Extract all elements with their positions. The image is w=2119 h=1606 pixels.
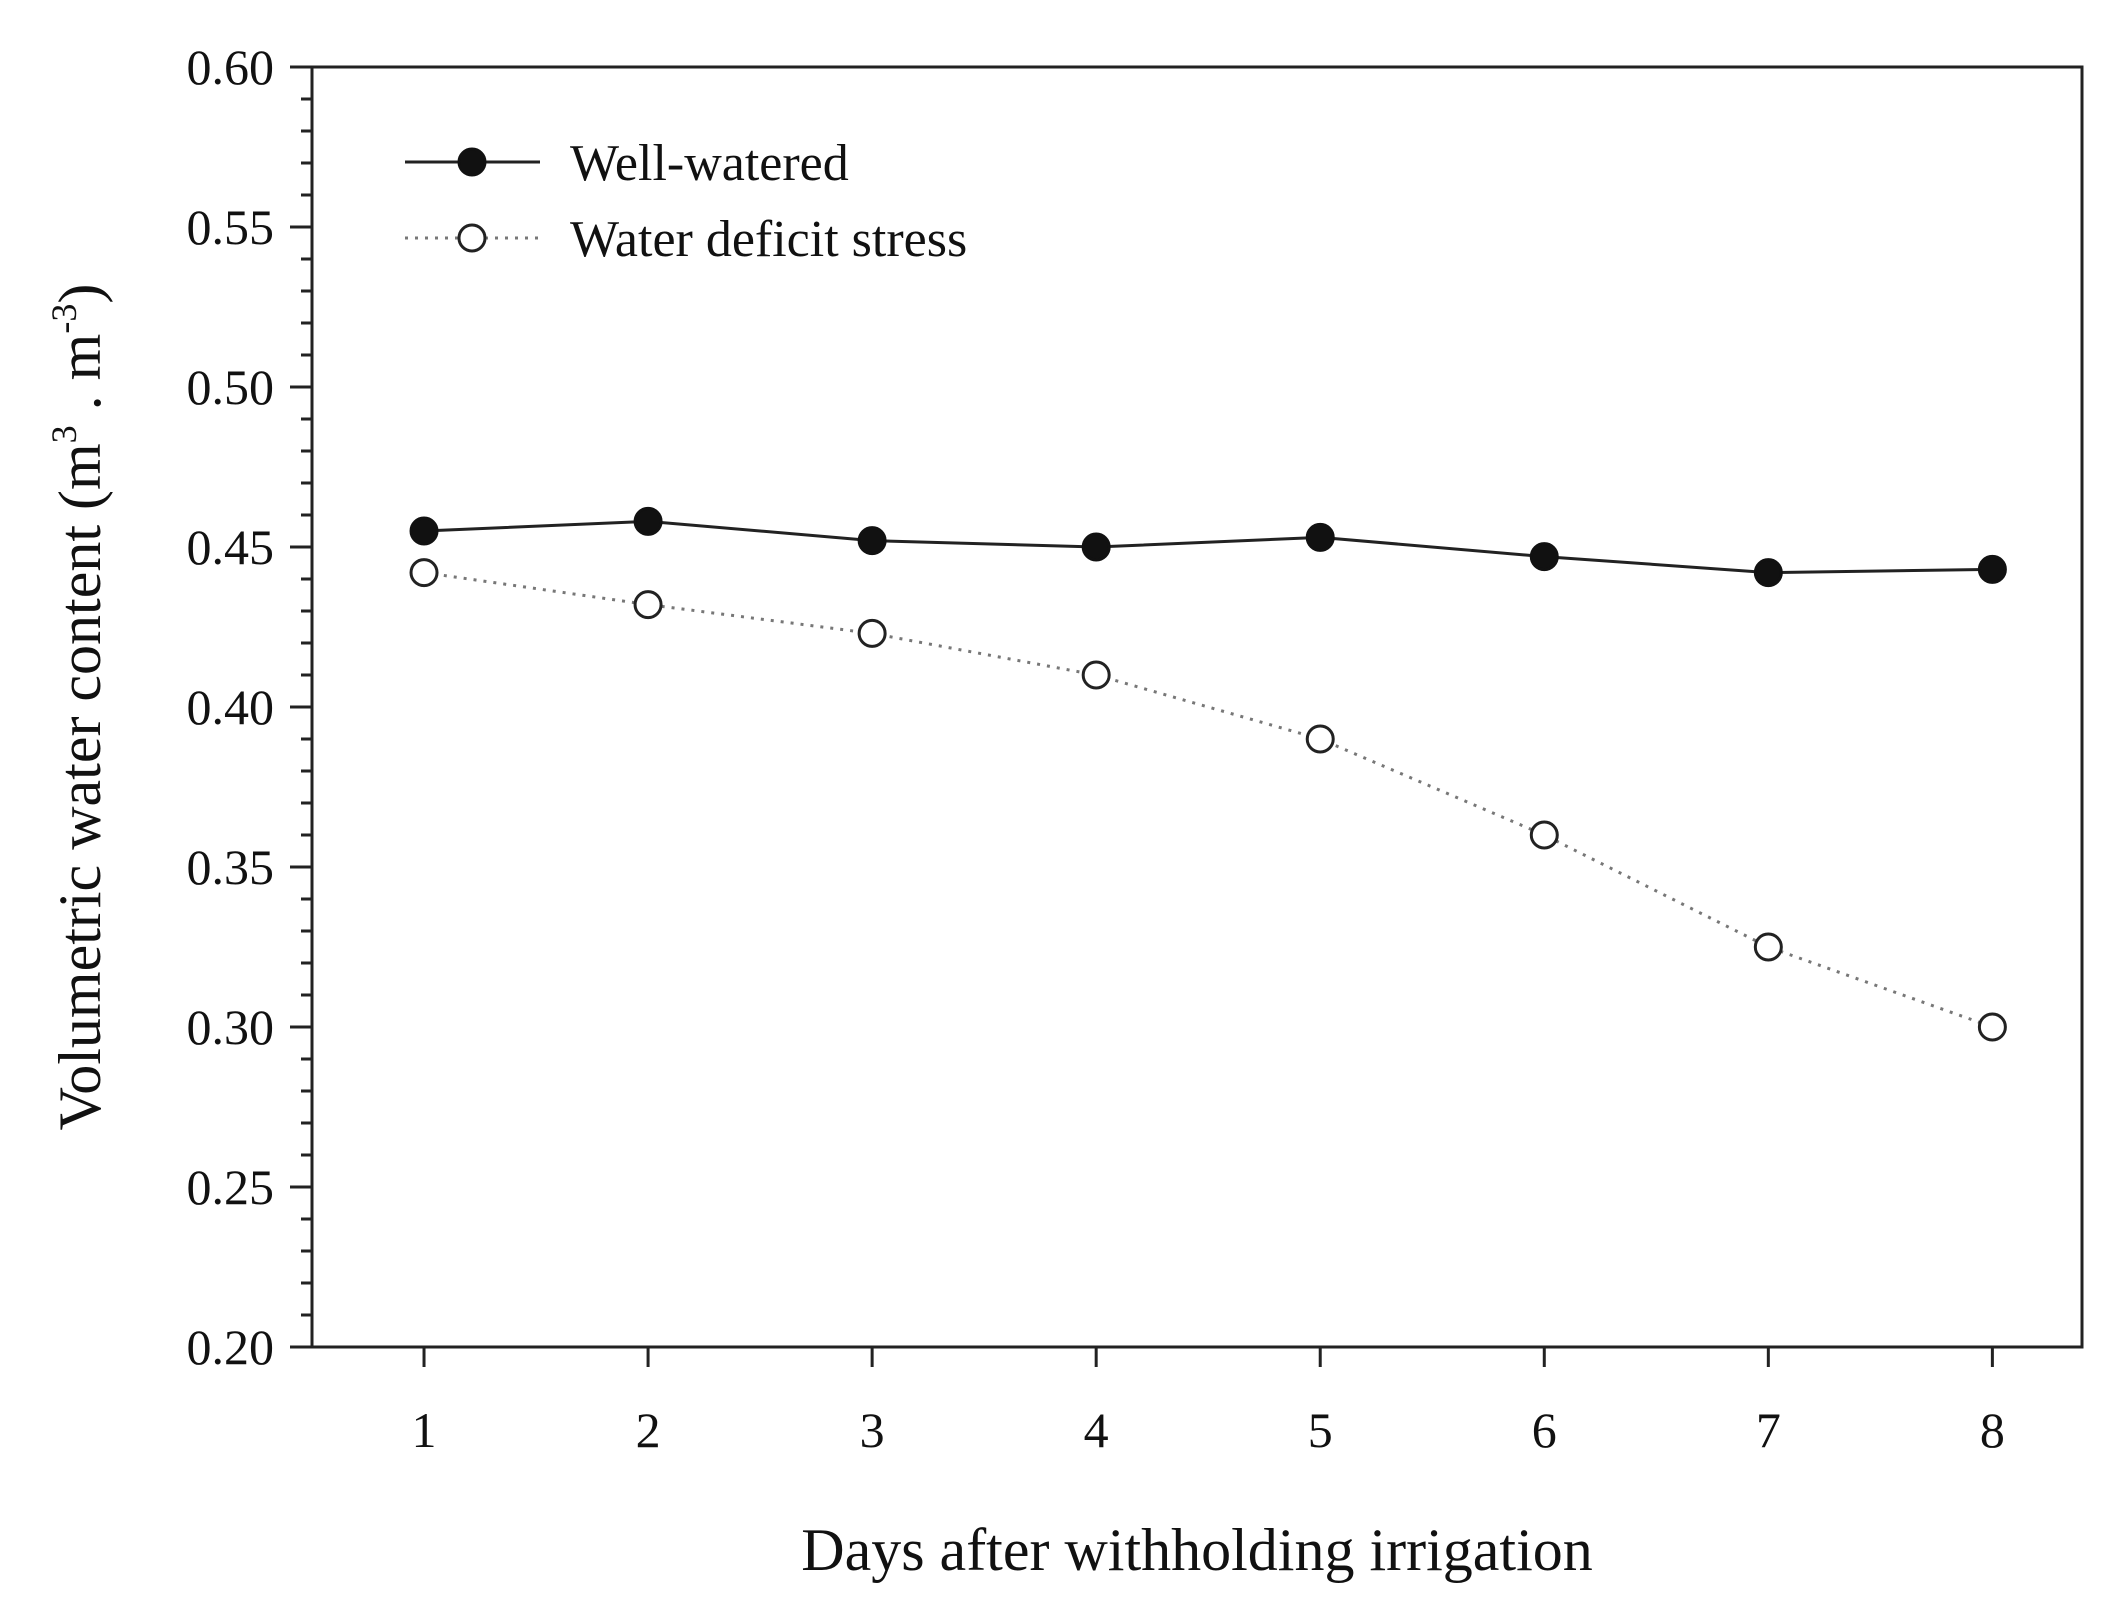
y-tick-label: 0.55 bbox=[187, 199, 275, 255]
y-tick-label: 0.25 bbox=[187, 1159, 275, 1215]
data-point-well-watered bbox=[633, 506, 663, 536]
data-point-well-watered bbox=[1305, 522, 1335, 552]
x-tick-label: 3 bbox=[860, 1402, 885, 1458]
data-point-water-deficit-stress bbox=[1529, 820, 1559, 850]
y-tick-label: 0.45 bbox=[187, 519, 275, 575]
y-axis: 0.20 0.25 0.30 0.35 0.40 0.45 0.50 0.55 0.60 bbox=[187, 39, 312, 1375]
y-tick-label: 0.35 bbox=[187, 839, 275, 895]
y-axis-title: Volumetric water content (m3 . m-3) bbox=[44, 284, 113, 1131]
legend-marker-water-deficit bbox=[457, 223, 487, 253]
data-point-well-watered bbox=[409, 516, 439, 546]
data-point-well-watered bbox=[857, 526, 887, 556]
data-point-water-deficit-stress bbox=[1305, 724, 1335, 754]
data-point-well-watered bbox=[1081, 532, 1111, 562]
data-point-water-deficit-stress bbox=[1753, 932, 1783, 962]
legend-label-well-watered: Well-watered bbox=[570, 135, 849, 192]
x-tick-label: 7 bbox=[1756, 1402, 1781, 1458]
x-axis: 1 2 3 4 5 6 7 8 bbox=[412, 1347, 2005, 1458]
data-point-water-deficit-stress bbox=[857, 618, 887, 648]
x-tick-label: 6 bbox=[1532, 1402, 1557, 1458]
legend: Well-watered Water deficit stress bbox=[405, 135, 967, 268]
data-point-well-watered bbox=[1977, 554, 2007, 584]
x-axis-title: Days after withholding irrigation bbox=[801, 1517, 1592, 1583]
legend-marker-well-watered bbox=[457, 147, 487, 177]
x-tick-label: 2 bbox=[636, 1402, 661, 1458]
series-line-well-watered bbox=[423, 519, 1993, 575]
data-point-water-deficit-stress bbox=[1081, 660, 1111, 690]
y-tick-label: 0.60 bbox=[187, 39, 275, 95]
data-point-well-watered bbox=[1753, 558, 1783, 588]
data-point-well-watered bbox=[1529, 542, 1559, 572]
series-line-water-deficit-stress bbox=[423, 571, 1993, 1029]
y-tick-label: 0.50 bbox=[187, 359, 275, 415]
series-layer bbox=[409, 506, 2007, 1042]
x-tick-label: 8 bbox=[1980, 1402, 2005, 1458]
legend-label-water-deficit: Water deficit stress bbox=[570, 211, 967, 268]
y-tick-label: 0.30 bbox=[187, 999, 275, 1055]
data-point-water-deficit-stress bbox=[1977, 1012, 2007, 1042]
x-tick-label: 4 bbox=[1084, 1402, 1109, 1458]
x-tick-label: 5 bbox=[1308, 1402, 1333, 1458]
y-tick-label: 0.40 bbox=[187, 679, 275, 735]
data-point-water-deficit-stress bbox=[409, 558, 439, 588]
data-point-water-deficit-stress bbox=[633, 590, 663, 620]
y-tick-label: 0.20 bbox=[187, 1319, 275, 1375]
x-tick-label: 1 bbox=[412, 1402, 437, 1458]
